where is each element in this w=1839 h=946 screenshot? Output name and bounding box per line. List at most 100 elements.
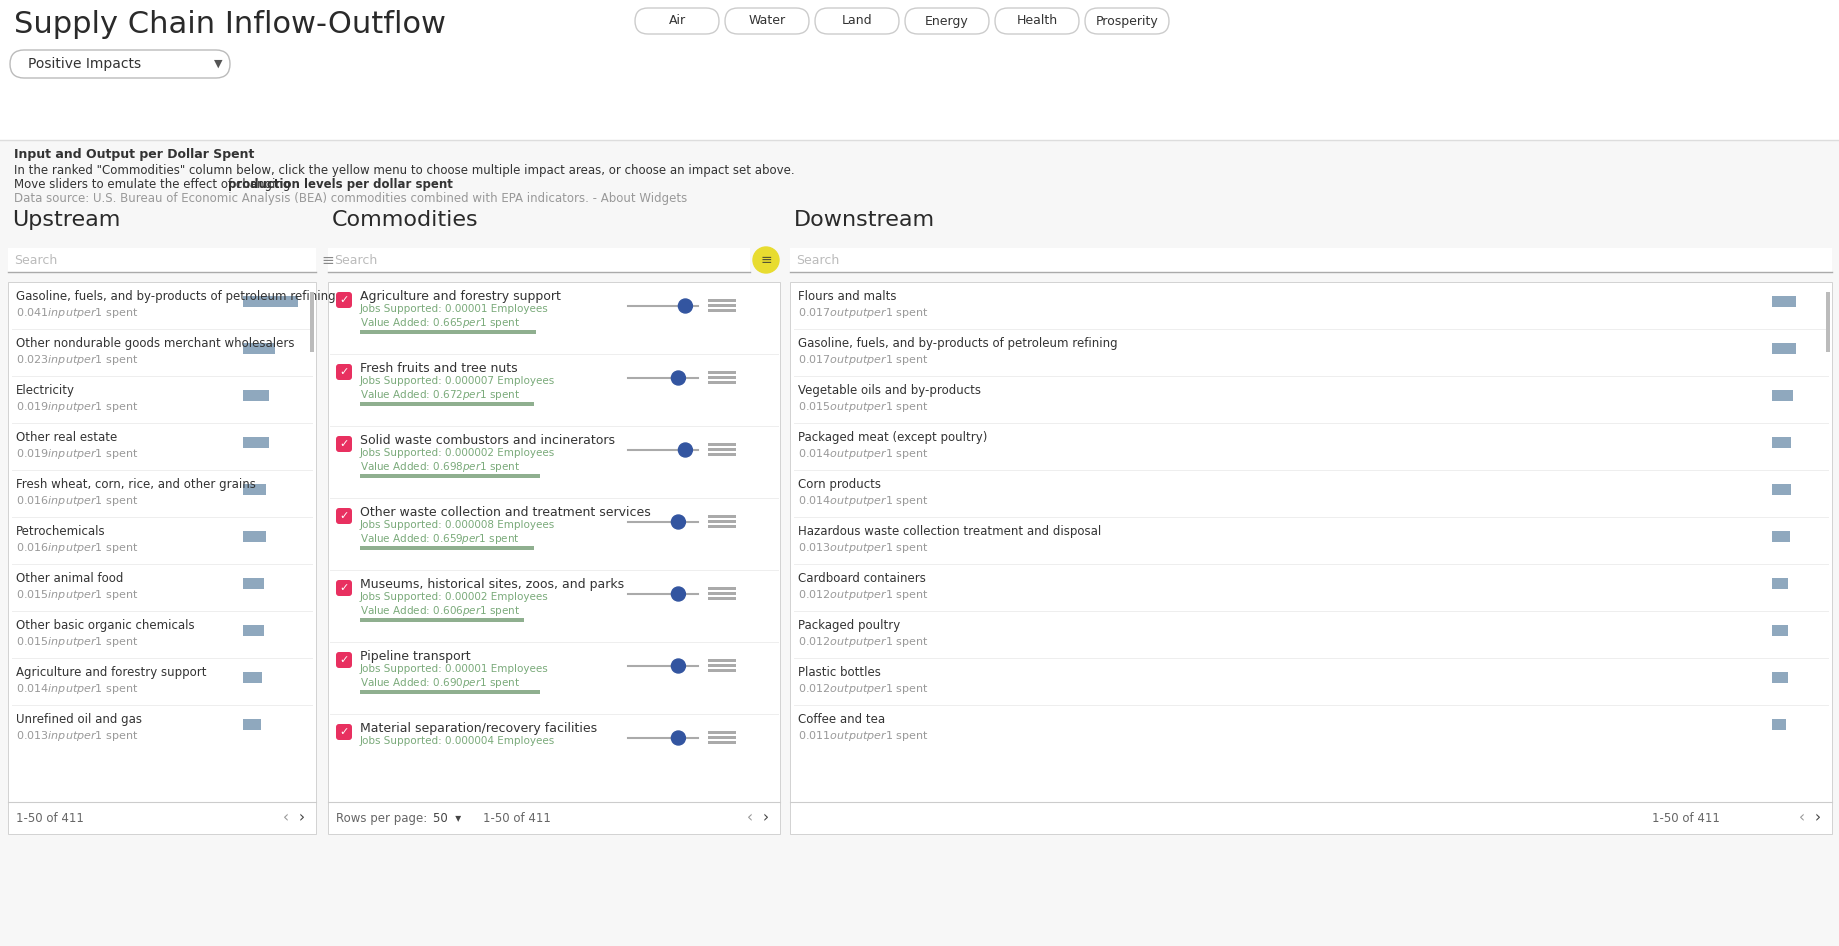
Text: Rows per page:: Rows per page: <box>337 812 427 825</box>
Text: Upstream: Upstream <box>13 210 120 230</box>
FancyBboxPatch shape <box>708 587 736 590</box>
Circle shape <box>752 247 778 273</box>
FancyBboxPatch shape <box>7 282 316 802</box>
Text: 1-50 of 411: 1-50 of 411 <box>482 812 550 825</box>
Text: Jobs Supported: 0.00001 Employees: Jobs Supported: 0.00001 Employees <box>360 664 548 674</box>
Text: Petrochemicals: Petrochemicals <box>17 525 105 538</box>
FancyBboxPatch shape <box>327 802 780 834</box>
Text: $0.019 input per $1 spent: $0.019 input per $1 spent <box>17 400 138 414</box>
FancyBboxPatch shape <box>243 343 276 354</box>
Text: Other basic organic chemicals: Other basic organic chemicals <box>17 619 195 632</box>
FancyBboxPatch shape <box>1771 672 1788 683</box>
Text: Agriculture and forestry support: Agriculture and forestry support <box>360 290 561 303</box>
Text: production levels per dollar spent: production levels per dollar spent <box>228 178 452 191</box>
FancyBboxPatch shape <box>360 402 533 406</box>
FancyBboxPatch shape <box>360 474 539 478</box>
Text: Value Added: $0.698 per $1 spent: Value Added: $0.698 per $1 spent <box>360 460 520 474</box>
FancyBboxPatch shape <box>337 652 351 668</box>
FancyBboxPatch shape <box>337 508 351 524</box>
FancyBboxPatch shape <box>337 724 351 740</box>
Text: Water: Water <box>748 14 785 27</box>
Text: ✓: ✓ <box>338 295 349 305</box>
Text: ▼: ▼ <box>213 59 223 69</box>
FancyBboxPatch shape <box>708 731 736 734</box>
Text: Land: Land <box>840 14 872 27</box>
FancyBboxPatch shape <box>243 719 261 730</box>
Text: Jobs Supported: 0.00002 Employees: Jobs Supported: 0.00002 Employees <box>360 592 548 602</box>
FancyBboxPatch shape <box>708 299 736 302</box>
Text: Other nondurable goods merchant wholesalers: Other nondurable goods merchant wholesal… <box>17 337 294 350</box>
FancyBboxPatch shape <box>243 296 298 307</box>
Text: Jobs Supported: 0.00001 Employees: Jobs Supported: 0.00001 Employees <box>360 304 548 314</box>
FancyBboxPatch shape <box>9 50 230 78</box>
FancyBboxPatch shape <box>725 8 809 34</box>
Text: ‹: ‹ <box>1799 811 1804 826</box>
FancyBboxPatch shape <box>708 592 736 595</box>
Text: $0.014 output per $1 spent: $0.014 output per $1 spent <box>798 494 929 508</box>
Text: .: . <box>383 178 386 191</box>
Text: Downstream: Downstream <box>794 210 934 230</box>
FancyBboxPatch shape <box>243 625 263 636</box>
Text: 50  ▾: 50 ▾ <box>432 812 462 825</box>
FancyBboxPatch shape <box>708 371 736 374</box>
Text: $0.019 input per $1 spent: $0.019 input per $1 spent <box>17 447 138 461</box>
Text: Other animal food: Other animal food <box>17 572 123 585</box>
FancyBboxPatch shape <box>327 248 750 272</box>
FancyBboxPatch shape <box>243 672 263 683</box>
Text: Vegetable oils and by-products: Vegetable oils and by-products <box>798 384 980 397</box>
Text: $0.015 input per $1 spent: $0.015 input per $1 spent <box>17 588 138 602</box>
FancyBboxPatch shape <box>1771 296 1795 307</box>
Circle shape <box>671 587 684 601</box>
Text: Plastic bottles: Plastic bottles <box>798 666 881 679</box>
Text: Unrefined oil and gas: Unrefined oil and gas <box>17 713 142 726</box>
FancyBboxPatch shape <box>337 292 351 308</box>
FancyBboxPatch shape <box>708 448 736 451</box>
Text: Energy: Energy <box>925 14 969 27</box>
FancyBboxPatch shape <box>1771 625 1788 636</box>
FancyBboxPatch shape <box>7 802 316 834</box>
FancyBboxPatch shape <box>327 282 780 802</box>
FancyBboxPatch shape <box>708 376 736 379</box>
FancyBboxPatch shape <box>1771 343 1795 354</box>
Text: In the ranked "Commodities" column below, click the yellow menu to choose multip: In the ranked "Commodities" column below… <box>15 164 794 177</box>
Circle shape <box>671 659 684 673</box>
Text: Prosperity: Prosperity <box>1094 14 1159 27</box>
Text: ›: › <box>1813 811 1821 826</box>
Text: Supply Chain Inflow-Outflow: Supply Chain Inflow-Outflow <box>15 10 445 39</box>
Circle shape <box>679 443 691 457</box>
FancyBboxPatch shape <box>789 248 1832 272</box>
Text: ›: › <box>298 811 305 826</box>
Text: $0.012 output per $1 spent: $0.012 output per $1 spent <box>798 682 929 696</box>
FancyBboxPatch shape <box>708 659 736 662</box>
FancyBboxPatch shape <box>243 578 263 589</box>
FancyBboxPatch shape <box>634 8 719 34</box>
FancyBboxPatch shape <box>708 736 736 739</box>
FancyBboxPatch shape <box>1771 437 1789 448</box>
Text: ✓: ✓ <box>338 511 349 521</box>
Text: Material separation/recovery facilities: Material separation/recovery facilities <box>360 722 598 735</box>
Text: ✓: ✓ <box>338 439 349 449</box>
FancyBboxPatch shape <box>708 381 736 384</box>
Text: Value Added: $0.672 per $1 spent: Value Added: $0.672 per $1 spent <box>360 388 520 402</box>
FancyBboxPatch shape <box>1771 484 1789 495</box>
Text: 1-50 of 411: 1-50 of 411 <box>1651 812 1719 825</box>
Text: $0.023 input per $1 spent: $0.023 input per $1 spent <box>17 353 138 367</box>
Text: Hazardous waste collection treatment and disposal: Hazardous waste collection treatment and… <box>798 525 1102 538</box>
FancyBboxPatch shape <box>243 531 265 542</box>
FancyBboxPatch shape <box>708 515 736 518</box>
FancyBboxPatch shape <box>815 8 899 34</box>
FancyBboxPatch shape <box>708 664 736 667</box>
Text: ✓: ✓ <box>338 655 349 665</box>
FancyBboxPatch shape <box>708 304 736 307</box>
Text: $0.013 input per $1 spent: $0.013 input per $1 spent <box>17 729 138 743</box>
Text: Packaged meat (except poultry): Packaged meat (except poultry) <box>798 431 988 444</box>
Text: $0.016 input per $1 spent: $0.016 input per $1 spent <box>17 494 138 508</box>
Text: Commodities: Commodities <box>331 210 478 230</box>
Circle shape <box>671 371 684 385</box>
FancyBboxPatch shape <box>360 330 535 334</box>
FancyBboxPatch shape <box>360 546 533 550</box>
FancyBboxPatch shape <box>789 282 1832 802</box>
Text: $0.012 output per $1 spent: $0.012 output per $1 spent <box>798 588 929 602</box>
Text: Value Added: $0.606 per $1 spent: Value Added: $0.606 per $1 spent <box>360 604 520 618</box>
Text: $0.041 input per $1 spent: $0.041 input per $1 spent <box>17 306 138 320</box>
